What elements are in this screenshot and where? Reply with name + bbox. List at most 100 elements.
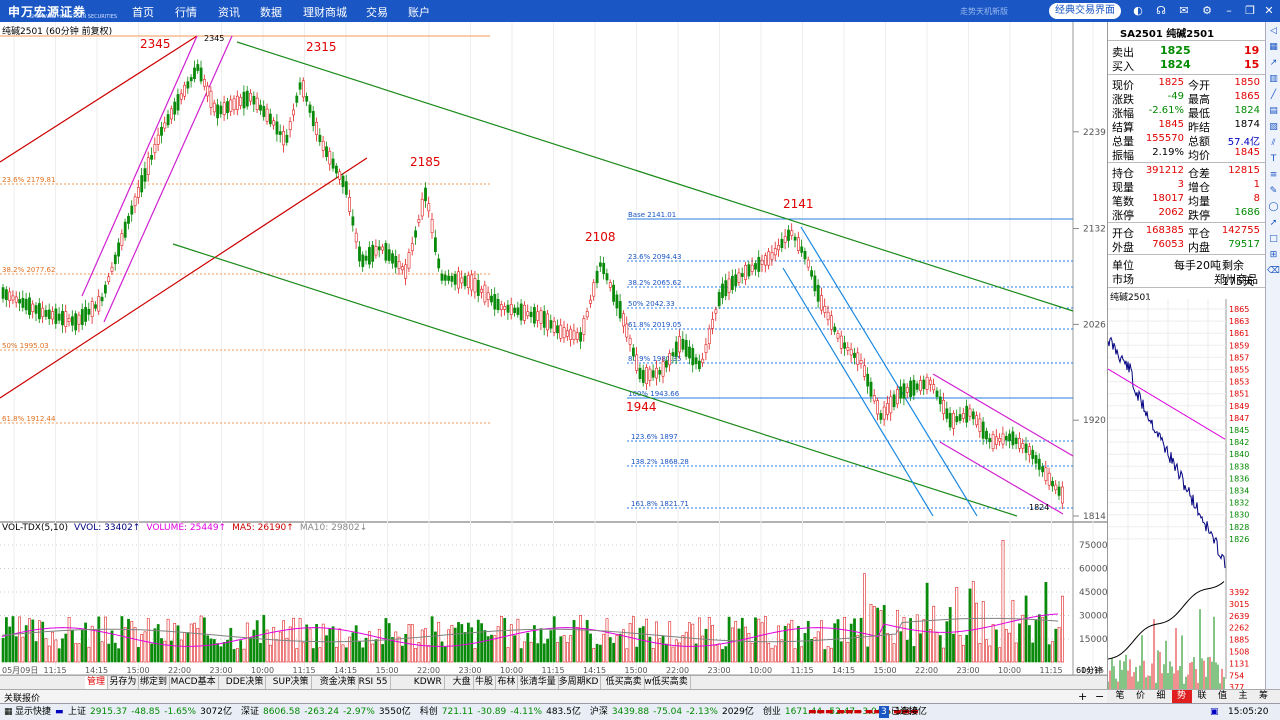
- kline-svg[interactable]: 23.6% 2179.81 38.2% 2077.62 50% 1995.03 61.…: [0, 22, 1108, 689]
- minimize-icon[interactable]: –: [1226, 4, 1232, 17]
- kline-chart-area[interactable]: 23.6% 2179.81 38.2% 2077.62 50% 1995.03 61.…: [0, 22, 1108, 689]
- indicator-tab[interactable]: 牛股: [473, 676, 497, 689]
- fib-icon[interactable]: ≡: [1269, 170, 1278, 180]
- settings-icon[interactable]: ⚙: [1202, 4, 1212, 17]
- connection-status[interactable]: 已连接: [891, 707, 919, 717]
- peak-price-label: 2345: [140, 37, 171, 51]
- nav-data[interactable]: 数据: [260, 6, 282, 19]
- indicator-tab[interactable]: 大盘: [451, 676, 474, 689]
- index-ticker[interactable]: 科创 721.11 -30.89 -4.11% 483.5亿: [420, 704, 585, 720]
- index-value: 2915.37: [90, 707, 128, 717]
- quote-field-label: 内盘: [1188, 241, 1210, 254]
- indicator-tab[interactable]: 另存为: [107, 676, 140, 689]
- time-axis-label: 14:15: [583, 666, 606, 675]
- peak-price-label: 2141: [783, 197, 814, 211]
- trend-icon[interactable]: ↗: [1269, 58, 1278, 68]
- mini-vol-label: 1885: [1229, 636, 1249, 645]
- indicator-tab[interactable]: 资金决策: [318, 676, 359, 689]
- skin-icon[interactable]: ◐: [1133, 4, 1143, 17]
- indicator-tab[interactable]: 布林: [495, 676, 519, 689]
- lock-icon[interactable]: ▣: [1210, 707, 1219, 717]
- intraday-mini-chart[interactable]: 1865 1863 1861 1859 1857 1855 1853 1851 1849 1847…: [1108, 299, 1266, 689]
- indicator-tab[interactable]: SUP决策: [271, 676, 312, 689]
- peak-price-label: 2108: [585, 230, 616, 244]
- nav-wealth-mall[interactable]: 理财商城: [303, 6, 347, 19]
- close-icon[interactable]: ✕: [1264, 4, 1274, 17]
- indicator-tab[interactable]: DDE决策: [224, 676, 267, 689]
- display-icon[interactable]: ▦: [4, 707, 13, 717]
- display-shortcut[interactable]: 显示快捷: [15, 707, 52, 717]
- chart-tool-icon[interactable]: ▧: [1269, 122, 1278, 132]
- mini-vol-label: 1131: [1229, 659, 1249, 668]
- classic-trade-button[interactable]: 经典交易界面: [1049, 3, 1121, 19]
- indicator-tab[interactable]: 张清华量: [518, 676, 559, 689]
- quote-field-label: 涨停: [1112, 209, 1134, 222]
- quote-field-value: 2.19%: [1152, 147, 1184, 158]
- right-panel-tab[interactable]: 值: [1217, 691, 1227, 701]
- ellipse-icon[interactable]: ◯: [1268, 202, 1279, 212]
- nav-home[interactable]: 首页: [132, 6, 154, 19]
- indicator-tab[interactable]: 绑定到: [138, 676, 171, 689]
- quote-field-value: 76053: [1152, 239, 1184, 250]
- volume-axis-label: 15000: [1079, 635, 1107, 645]
- right-panel-tab[interactable]: 笔: [1115, 691, 1125, 701]
- candles-icon[interactable]: ▥: [1269, 74, 1278, 84]
- quote-field-label: 现价: [1112, 79, 1134, 92]
- index-ticker[interactable]: 创业 1671.44 -52.47 -3.04% 1660亿: [763, 704, 931, 720]
- indicator-tab[interactable]: RSI 55: [357, 676, 391, 689]
- indicator-tab[interactable]: 低买高卖: [604, 676, 645, 689]
- indicator-tab[interactable]: 管理: [85, 676, 109, 689]
- ad-text[interactable]: 走势天机新版: [960, 7, 1008, 16]
- indicator-tab[interactable]: 多周期KD: [557, 676, 602, 689]
- nav-news[interactable]: 资讯: [218, 6, 240, 19]
- right-panel-tab[interactable]: 细: [1156, 691, 1166, 701]
- quote-field-value: 1825: [1158, 77, 1184, 88]
- restore-icon[interactable]: ❐: [1245, 4, 1255, 17]
- line-tool-icon[interactable]: ╱: [1270, 90, 1277, 100]
- add-icon[interactable]: +: [1078, 690, 1088, 703]
- mini-price-label: 1857: [1229, 353, 1249, 362]
- quote-row: 外盘 76053 内盘 79517: [1112, 239, 1262, 254]
- quote-field-value: 79517: [1228, 239, 1260, 250]
- indicator-tab[interactable]: w低买高卖: [642, 676, 691, 689]
- pen-icon[interactable]: ✎: [1269, 186, 1278, 196]
- mini-price-label: 1853: [1229, 378, 1249, 387]
- right-panel-tab[interactable]: 价: [1135, 691, 1145, 701]
- right-panel-tab[interactable]: 联: [1197, 691, 1207, 701]
- arrow-icon[interactable]: ➚: [1269, 218, 1278, 228]
- index-change: -30.89: [477, 707, 507, 717]
- nav-account[interactable]: 账户: [408, 6, 430, 19]
- time-axis-label: 14:15: [832, 666, 855, 675]
- linked-quote-tab[interactable]: 关联报价: [4, 694, 41, 704]
- price-axis-label: 2132: [1083, 225, 1106, 235]
- nav-trade[interactable]: 交易: [366, 6, 388, 19]
- indicator-tab[interactable]: KDWR: [412, 676, 445, 689]
- mail-icon[interactable]: ✉: [1179, 4, 1189, 17]
- arrow-left-icon[interactable]: ◁: [1270, 26, 1277, 36]
- index-ticker[interactable]: 上证 2915.37 -48.85 -1.65% 3072亿: [68, 704, 236, 720]
- right-panel-tab[interactable]: 势: [1171, 690, 1192, 703]
- index-ticker[interactable]: 沪深 3439.88 -75.04 -2.13% 2029亿: [590, 704, 758, 720]
- time-axis-label: 15:00: [376, 666, 399, 675]
- indicator-tab[interactable]: MACD基本: [169, 676, 219, 689]
- grid-icon[interactable]: ▦: [1269, 42, 1278, 52]
- box-icon[interactable]: □: [1269, 234, 1278, 244]
- delete-icon[interactable]: ⌫: [1267, 266, 1280, 276]
- index-amount: 483.5亿: [546, 707, 581, 717]
- right-panel-tab[interactable]: 筹: [1258, 691, 1268, 701]
- headset-icon[interactable]: ☊: [1156, 4, 1166, 17]
- text-icon[interactable]: T: [1270, 154, 1277, 164]
- index-change: -52.47: [826, 707, 856, 717]
- index-ticker[interactable]: 深证 8606.58 -263.24 -2.97% 3550亿: [241, 704, 415, 720]
- quote-field-label: 振幅: [1112, 149, 1134, 162]
- mini-price-label: 1865: [1229, 305, 1249, 314]
- ruler-icon[interactable]: ▤: [1269, 106, 1278, 116]
- index-tickers[interactable]: 上证 2915.37 -48.85 -1.65% 3072亿 深证 8606.58 -263.…: [68, 704, 936, 720]
- right-panel-tab[interactable]: 主: [1238, 691, 1248, 701]
- measure-icon[interactable]: ⊞: [1269, 250, 1278, 260]
- minus-icon[interactable]: −: [1095, 690, 1105, 703]
- nav-quotes[interactable]: 行情: [175, 6, 197, 19]
- last-price-label: 1824: [1029, 503, 1049, 512]
- time-axis-label: 15:00: [127, 666, 150, 675]
- channel-icon[interactable]: ⫽: [1271, 138, 1276, 148]
